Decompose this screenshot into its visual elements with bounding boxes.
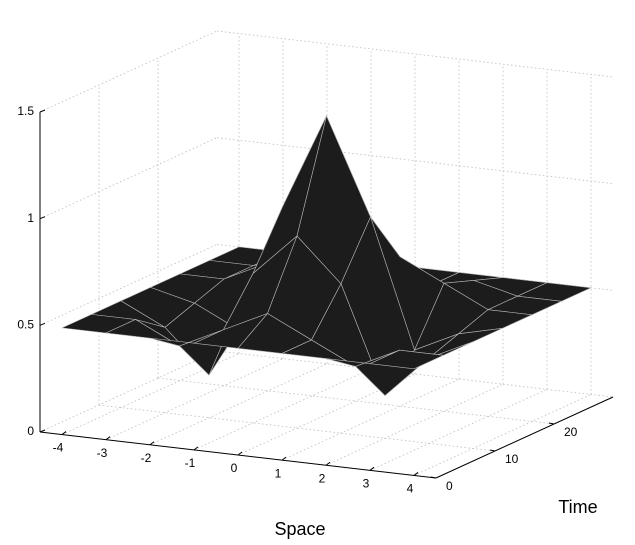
y-tick-label: 20 [564, 425, 578, 439]
tick-mark [430, 476, 437, 479]
tick-mark [413, 472, 419, 476]
y-tick-label: 10 [505, 452, 519, 466]
z-tick-label: 1.5 [17, 104, 34, 118]
tick-mark [61, 431, 67, 435]
grid-line [216, 30, 614, 78]
y-axis [435, 396, 614, 479]
grid-line [39, 350, 218, 433]
tick-mark [548, 422, 555, 425]
tick-mark [237, 451, 243, 456]
tick-mark [193, 446, 199, 451]
x-tick-label: 0 [231, 461, 238, 475]
grid-line [369, 388, 548, 471]
grid-line [39, 30, 218, 113]
grid-line [413, 394, 592, 476]
tick-mark [489, 449, 496, 452]
z-tick-label: 0 [27, 424, 34, 438]
x-tick-label: 1 [275, 466, 282, 480]
x-tick-label: 4 [407, 482, 414, 496]
x-tick-label: 3 [363, 477, 370, 491]
grid-line [61, 353, 240, 435]
surface-patch [368, 349, 445, 370]
grid-line [281, 378, 460, 461]
tick-mark [149, 441, 155, 446]
grid-line [98, 404, 496, 452]
grid-line [39, 137, 218, 220]
y-axis-label: Time [558, 497, 597, 517]
x-tick-label: 2 [319, 471, 326, 485]
x-tick-label: -4 [53, 441, 64, 455]
grid-line [105, 358, 284, 441]
grid-line [325, 383, 504, 466]
grid-line [237, 373, 416, 456]
tick-mark [39, 216, 46, 220]
tick-mark [39, 322, 46, 326]
z-tick-label: 0.5 [17, 318, 34, 332]
tick-mark [325, 461, 331, 466]
tick-mark [39, 429, 46, 433]
x-axis-label: Space [274, 519, 325, 539]
z-tick-label: 1 [27, 211, 34, 225]
y-tick-label: 0 [446, 479, 453, 493]
tick-mark [39, 109, 46, 113]
grid-line [149, 363, 328, 446]
tick-mark [105, 436, 111, 441]
x-tick-label: -1 [185, 456, 196, 470]
x-tick-label: -2 [141, 451, 152, 465]
x-tick-label: -3 [97, 446, 108, 460]
grid-line [157, 377, 555, 425]
grid-line [39, 243, 218, 326]
tick-mark [369, 466, 375, 471]
tick-mark [281, 456, 287, 461]
grid-line [193, 368, 372, 451]
